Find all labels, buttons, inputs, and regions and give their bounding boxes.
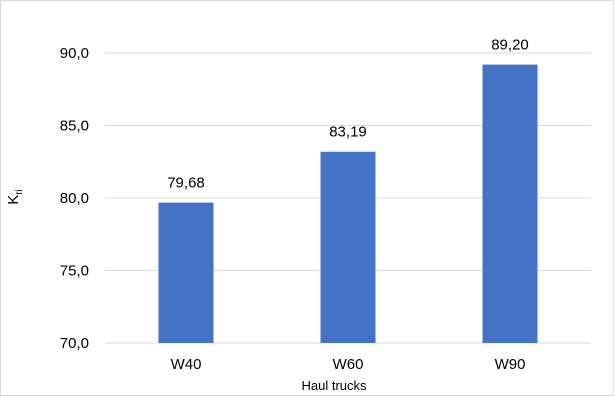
bar-w40 (158, 202, 214, 343)
y-tick-label: 70,0 (60, 335, 89, 352)
x-tick-label: W60 (333, 356, 364, 373)
x-tick-label: W90 (495, 356, 526, 373)
x-tick-label: W40 (171, 356, 202, 373)
x-axis-title: Haul trucks (301, 378, 367, 393)
bar-w60 (320, 151, 376, 343)
data-labels: 79,68 83,19 89,20 (167, 37, 529, 192)
y-axis-title-main: K (5, 195, 22, 205)
y-tick-label: 75,0 (60, 263, 89, 280)
y-tick-label: 80,0 (60, 190, 89, 207)
bar-w90 (482, 64, 538, 343)
data-label: 79,68 (167, 175, 205, 192)
data-label: 83,19 (329, 124, 367, 141)
y-axis-title-sub: ri (14, 189, 25, 195)
data-label: 89,20 (491, 37, 529, 54)
x-axis-ticks: W40 W60 W90 (171, 356, 526, 373)
bars (158, 64, 538, 343)
y-tick-label: 90,0 (60, 45, 89, 62)
y-tick-label: 85,0 (60, 118, 89, 135)
y-axis-title: Kri (5, 189, 25, 205)
y-axis-ticks: 70,0 75,0 80,0 85,0 90,0 (60, 45, 89, 352)
